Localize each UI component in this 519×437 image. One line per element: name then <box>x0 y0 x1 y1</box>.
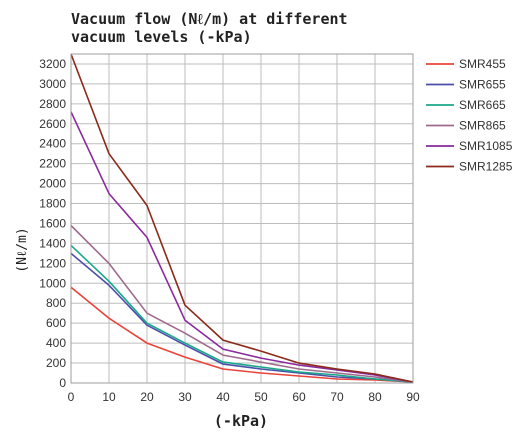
y-tick-label: 3200 <box>39 57 66 71</box>
series-line-smr655 <box>70 252 414 383</box>
x-tick-label: 60 <box>292 390 306 404</box>
legend: SMR455 SMR655 SMR665 SMR865 SMR1085 SMR1285 <box>426 57 513 174</box>
x-tick-label: 30 <box>178 390 192 404</box>
chart-title-line-2: vacuum levels (-kPa) <box>71 28 252 46</box>
legend-label-smr655: SMR655 <box>459 78 506 92</box>
y-tick-label: 1600 <box>39 216 66 230</box>
chart-title-line-1: Vacuum flow (Nℓ/m) at different <box>71 10 348 28</box>
x-tick-label: 10 <box>102 390 116 404</box>
series-line-smr665 <box>70 244 414 383</box>
y-tick-label: 1800 <box>39 197 66 211</box>
y-tick-label: 1200 <box>39 256 66 270</box>
series-line-smr1085 <box>70 111 414 383</box>
y-tick-label: 800 <box>46 296 66 310</box>
x-tick-label: 20 <box>140 390 154 404</box>
legend-label-smr865: SMR865 <box>459 119 506 133</box>
x-tick-label: 90 <box>406 390 420 404</box>
series-lines <box>70 53 414 383</box>
y-tick-label: 2800 <box>39 97 66 111</box>
y-tick-label: 2200 <box>39 157 66 171</box>
y-tick-label: 600 <box>46 316 66 330</box>
y-tick-label: 0 <box>59 376 66 390</box>
x-tick-label: 0 <box>68 390 75 404</box>
axis-ticks: 0 10 20 30 40 50 60 70 80 90 0 200 400 600 800 1000 1200… <box>39 57 420 404</box>
series-line-smr1285 <box>70 53 414 383</box>
y-tick-label: 200 <box>46 356 66 370</box>
x-axis-label: (-kPa) <box>214 412 268 430</box>
legend-label-smr1285: SMR1285 <box>459 160 513 174</box>
series-line-smr865 <box>70 224 414 383</box>
legend-label-smr455: SMR455 <box>459 57 506 71</box>
legend-label-smr1085: SMR1085 <box>459 139 513 153</box>
x-tick-label: 80 <box>368 390 382 404</box>
x-tick-label: 70 <box>330 390 344 404</box>
y-tick-label: 1000 <box>39 276 66 290</box>
x-tick-label: 50 <box>254 390 268 404</box>
x-tick-label: 40 <box>216 390 230 404</box>
y-tick-label: 3000 <box>39 77 66 91</box>
y-tick-label: 2000 <box>39 177 66 191</box>
grid <box>70 54 414 384</box>
y-tick-label: 1400 <box>39 236 66 250</box>
y-tick-label: 400 <box>46 336 66 350</box>
y-axis-label: (Nℓ/m) <box>15 227 30 272</box>
plot-frame <box>70 53 414 384</box>
y-tick-label: 2400 <box>39 137 66 151</box>
legend-label-smr665: SMR665 <box>459 98 506 112</box>
y-tick-label: 2600 <box>39 117 66 131</box>
series-line-smr455 <box>70 286 414 383</box>
